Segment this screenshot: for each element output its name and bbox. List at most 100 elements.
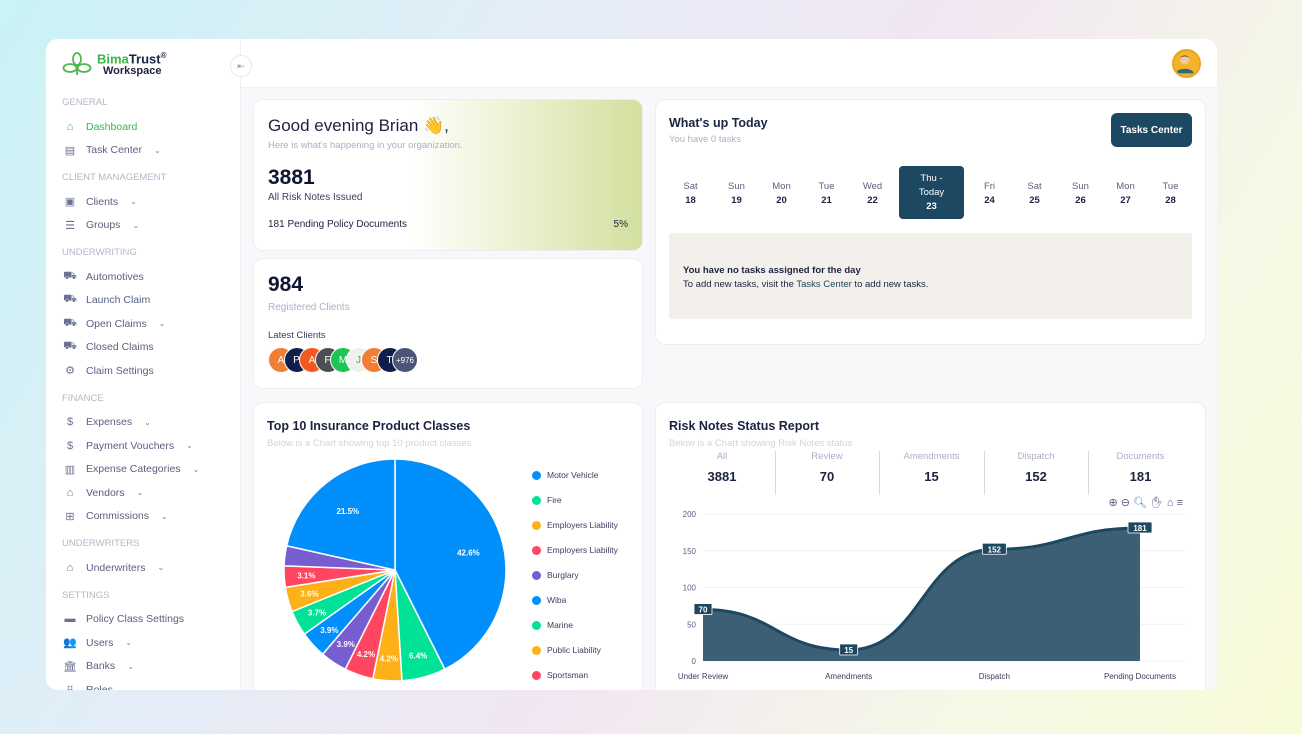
commission-icon: ⊞ [65, 510, 75, 523]
legend-item[interactable]: Fire [532, 495, 562, 505]
sidebar-item-task-center[interactable]: ▤ Task Center ⌄ [62, 139, 237, 163]
stat-value: 3881 [707, 469, 737, 484]
stat-documents[interactable]: Documents 181 [1088, 451, 1192, 495]
stat-all[interactable]: All 3881 [670, 451, 774, 495]
chevron-down-icon[interactable]: ⌄ [158, 319, 166, 329]
brand-sub: Workspace [103, 65, 162, 78]
legend-item[interactable]: Sportsman [532, 670, 588, 680]
sidebar-item-automotives[interactable]: ⛟ Automotives [62, 265, 237, 289]
sidebar-item-policy-class-settings[interactable]: ▬ Policy Class Settings [62, 608, 237, 632]
legend-label: Fire [547, 495, 562, 505]
greeting-card: Good evening Brian 👋, Here is what's hap… [253, 99, 643, 251]
x-tick-label: Pending Documents [1104, 672, 1176, 681]
stat-amendments[interactable]: Amendments 15 [879, 451, 983, 495]
day-number: 22 [867, 195, 878, 206]
day-item[interactable]: Tue 28 [1138, 166, 1203, 219]
car-closed-icon: ⛟ [63, 340, 77, 353]
chevron-down-icon[interactable]: ⌄ [127, 661, 134, 671]
zoom-select-icon[interactable]: 🔍︎ [1132, 497, 1150, 509]
sidebar-item-open-claims[interactable]: ⛟ Open Claims ⌄ [62, 312, 237, 336]
legend-item[interactable]: Burglary [532, 570, 579, 580]
tasks-center-button[interactable]: Tasks Center [1111, 113, 1192, 147]
chevron-down-icon[interactable]: ⌄ [132, 220, 140, 230]
pie-slice[interactable] [285, 458, 396, 571]
day-item[interactable]: Sat 18 [658, 166, 723, 219]
sidebar-item-closed-claims[interactable]: ⛟ Closed Claims [62, 336, 237, 360]
sidebar-item-label: Automotives [86, 270, 144, 283]
chevron-down-icon[interactable]: ⌄ [125, 638, 133, 648]
legend-marker [532, 595, 541, 605]
day-number: 24 [984, 195, 995, 206]
day-item[interactable]: Tue 21 [794, 166, 859, 219]
day-name: Wed [862, 181, 883, 192]
sidebar-item-banks[interactable]: 🏛 Banks ⌄ [62, 655, 237, 679]
sidebar-item-launch-claim[interactable]: ⛟ Launch Claim [62, 289, 237, 313]
calendar-icon: ▤ [64, 144, 76, 157]
sidebar-item-expenses[interactable]: $ Expenses ⌄ [62, 411, 237, 435]
today-subtitle: You have 0 tasks [669, 134, 742, 145]
sidebar-item-claim-settings[interactable]: ⚙ Claim Settings [62, 359, 237, 383]
sidebar-item-payment-vouchers[interactable]: $ Payment Vouchers ⌄ [62, 434, 237, 458]
chevron-down-icon[interactable]: ⌄ [154, 145, 161, 155]
day-number: 21 [821, 195, 832, 206]
sidebar-item-expense-categories[interactable]: ▥ Expense Categories ⌄ [62, 458, 237, 482]
no-tasks-text-pre: To add new tasks, visit the [683, 279, 797, 290]
pie-slice[interactable] [394, 458, 507, 671]
legend-item[interactable]: Employers Liability [532, 520, 618, 530]
day-item[interactable]: Mon 20 [749, 166, 814, 219]
building-icon: ⌂ [66, 561, 74, 574]
day-item[interactable]: Sun 26 [1048, 166, 1113, 219]
sidebar-item-users[interactable]: 👥 Users ⌄ [62, 631, 237, 655]
stat-dispatch[interactable]: Dispatch 152 [983, 451, 1088, 495]
day-item[interactable]: Sun 19 [704, 166, 769, 219]
sidebar-item-vendors[interactable]: ⌂ Vendors ⌄ [62, 481, 237, 505]
chevron-down-icon[interactable]: ⌄ [130, 197, 137, 207]
gear-icon: ⚙ [65, 365, 75, 378]
no-tasks-text-post: to add new tasks. [851, 279, 929, 290]
stat-review[interactable]: Review 70 [774, 451, 879, 495]
risk-notes-count: 3881 [268, 166, 315, 189]
legend-item[interactable]: Employers Liability [532, 545, 618, 555]
zoom-out-icon[interactable]: ⊖ [1120, 497, 1133, 509]
day-today[interactable]: Thu - Today 23 [899, 166, 964, 219]
chevron-down-icon[interactable]: ⌄ [124, 685, 132, 690]
chevron-down-icon[interactable]: ⌄ [161, 511, 168, 521]
tasks-center-link[interactable]: Tasks Center [796, 279, 852, 290]
menu-icon[interactable]: ≡ [1176, 497, 1186, 509]
brand-logo[interactable]: BimaTrust® Workspace [62, 50, 167, 77]
sidebar-item-label: Task Center [86, 144, 143, 157]
legend-item[interactable]: Wiba [532, 595, 566, 605]
chevron-down-icon[interactable]: ⌄ [144, 417, 151, 427]
day-item[interactable]: Wed 22 [840, 166, 905, 219]
sidebar-item-dashboard[interactable]: ⌂ Dashboard [62, 115, 237, 139]
sidebar-item-clients[interactable]: ▣ Clients ⌄ [62, 190, 237, 214]
chevron-down-icon[interactable]: ⌄ [136, 488, 144, 498]
day-item[interactable]: Mon 27 [1093, 166, 1158, 219]
sidebar-item-groups[interactable]: ☰ Groups ⌄ [62, 214, 237, 238]
day-item[interactable]: Fri 24 [957, 166, 1022, 219]
area-chart: 0 50 100 150 200 70 Under Review 15 Amendments 15… [678, 510, 1185, 681]
client-avatar[interactable]: +976 [392, 347, 418, 373]
collapse-sidebar-button[interactable]: ⇤ [230, 55, 252, 77]
day-item[interactable]: Sat 25 [1002, 166, 1067, 219]
reset-home-icon[interactable]: ⌂ [1166, 497, 1177, 509]
risk-notes-card: Risk Notes Status Report Below is a Char… [655, 402, 1206, 690]
sidebar-item-roles[interactable]: ⌗ Roles ⌄ [62, 678, 237, 690]
legend-item[interactable]: Marine [532, 620, 573, 630]
sidebar-item-label: Users [86, 636, 114, 649]
chevron-down-icon[interactable]: ⌄ [192, 464, 200, 474]
pan-icon[interactable]: ✋︎ [1149, 497, 1167, 509]
day-number: 20 [776, 195, 787, 206]
chevron-down-icon[interactable]: ⌄ [157, 563, 165, 573]
top-bar [241, 39, 1217, 88]
day-name: Tue [818, 181, 835, 192]
legend-item[interactable]: Motor Vehicle [532, 470, 599, 480]
zoom-in-icon[interactable]: ⊕ [1108, 497, 1121, 509]
section-client-management: CLIENT MANAGEMENT [62, 172, 167, 183]
legend-item[interactable]: Public Liability [532, 645, 601, 655]
sidebar-item-commissions[interactable]: ⊞ Commissions ⌄ [62, 505, 237, 529]
user-avatar[interactable] [1172, 49, 1201, 78]
chevron-down-icon[interactable]: ⌄ [186, 441, 193, 451]
sidebar-item-underwriters[interactable]: ⌂ Underwriters ⌄ [62, 556, 237, 580]
stat-label: All [716, 451, 728, 462]
